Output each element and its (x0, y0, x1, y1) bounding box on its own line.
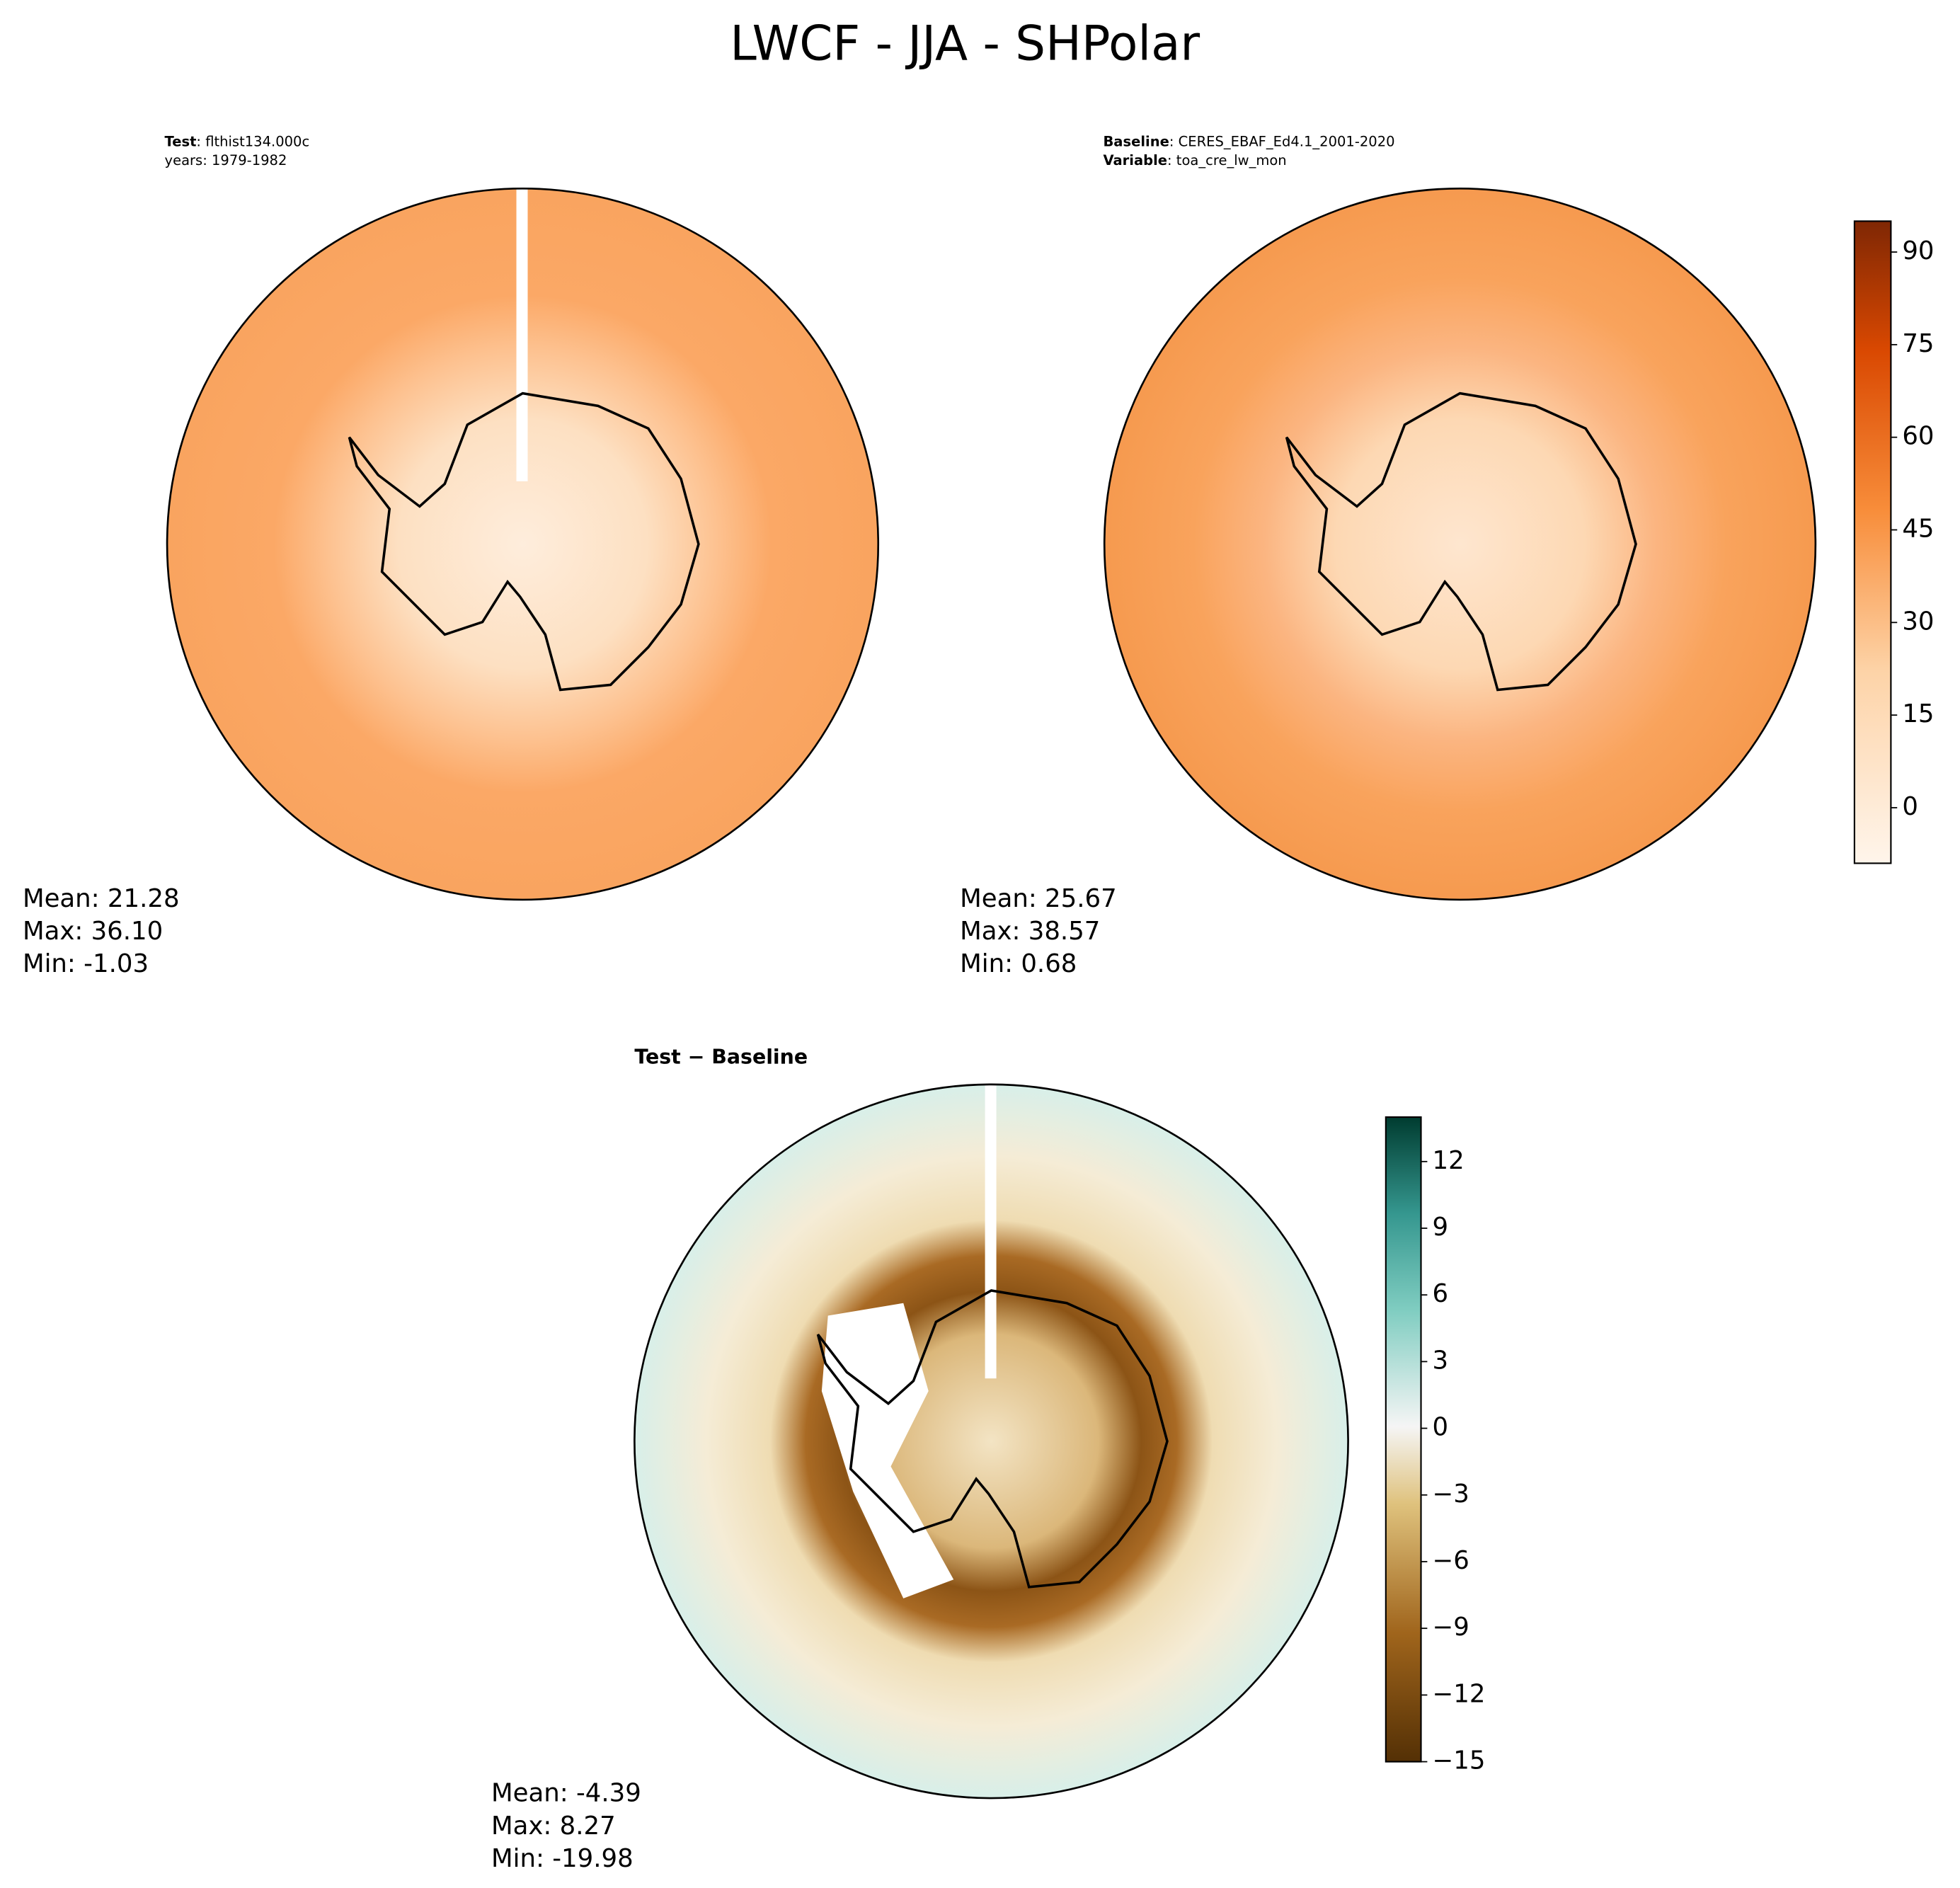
coastline (348, 391, 700, 692)
colorbar-tick-label: −6 (1433, 1546, 1469, 1575)
coastline (816, 1289, 1169, 1589)
map-panel (634, 1083, 1349, 1800)
colorbar (1385, 1116, 1422, 1763)
map-field (634, 1084, 1348, 1799)
stats-line: Min: -19.98 (491, 1844, 634, 1873)
header-text: years: 1979-1982 (165, 152, 287, 168)
colorbar-tick-label: 0 (1433, 1413, 1449, 1442)
colorbar-tick-label: −12 (1433, 1679, 1486, 1708)
missing-strip (516, 188, 528, 481)
colorbar-tick-label: 75 (1902, 329, 1934, 358)
header-text: : CERES_EBAF_Ed4.1_2001-2020 (1169, 133, 1395, 149)
map-field (167, 188, 878, 900)
map-boundary (1103, 187, 1817, 901)
panel-header: Test: flthist134.000c (165, 133, 310, 149)
missing-strip (985, 1084, 997, 1379)
colorbar-tick-label: 30 (1902, 607, 1934, 636)
colorbar-tick-label: 9 (1433, 1213, 1449, 1242)
map-boundary (634, 1083, 1349, 1800)
stats-line: Max: 8.27 (491, 1812, 616, 1841)
panel-header: Baseline: CERES_EBAF_Ed4.1_2001-2020 (1103, 133, 1394, 149)
stats-line: Mean: 25.67 (960, 884, 1117, 913)
panel-header: Variable: toa_cre_lw_mon (1103, 152, 1286, 168)
colorbar-tick-label: 45 (1902, 515, 1934, 544)
colorbar-tick-label: 0 (1902, 792, 1918, 821)
colorbar-tick-label: 3 (1433, 1346, 1449, 1375)
stats-line: Mean: 21.28 (23, 884, 180, 913)
header-text: : flthist134.000c (196, 133, 309, 149)
colorbar-tick-label: 90 (1902, 236, 1934, 265)
map-field (1104, 188, 1816, 900)
map-boundary (166, 187, 880, 901)
colorbar-tick-label: −3 (1433, 1480, 1469, 1509)
header-label: Variable (1103, 152, 1167, 168)
colorbar-tick-label: 15 (1902, 699, 1934, 728)
colorbar-tick-label: 60 (1902, 422, 1934, 451)
colorbar (1853, 220, 1892, 864)
suptitle: LWCF - JJA - SHPolar (730, 15, 1200, 71)
colorbar-tick-label: −9 (1433, 1613, 1469, 1642)
map-panel (166, 187, 880, 901)
colorbar-tick-label: 6 (1433, 1279, 1449, 1308)
stats-line: Mean: -4.39 (491, 1779, 641, 1808)
header-label: Baseline (1103, 133, 1169, 149)
panel-title: Test − Baseline (634, 1046, 808, 1069)
header-text: : toa_cre_lw_mon (1167, 152, 1287, 168)
panel-header: years: 1979-1982 (165, 152, 287, 168)
colorbar-tick-label: 12 (1433, 1146, 1465, 1175)
colorbar-tick-label: −15 (1433, 1746, 1486, 1775)
stats-line: Min: -1.03 (23, 949, 149, 978)
header-label: Test (165, 133, 197, 149)
stats-line: Min: 0.68 (960, 949, 1077, 978)
coastline (1285, 391, 1637, 692)
map-panel (1103, 187, 1817, 901)
stats-line: Max: 36.10 (23, 917, 163, 946)
stats-line: Max: 38.57 (960, 917, 1100, 946)
